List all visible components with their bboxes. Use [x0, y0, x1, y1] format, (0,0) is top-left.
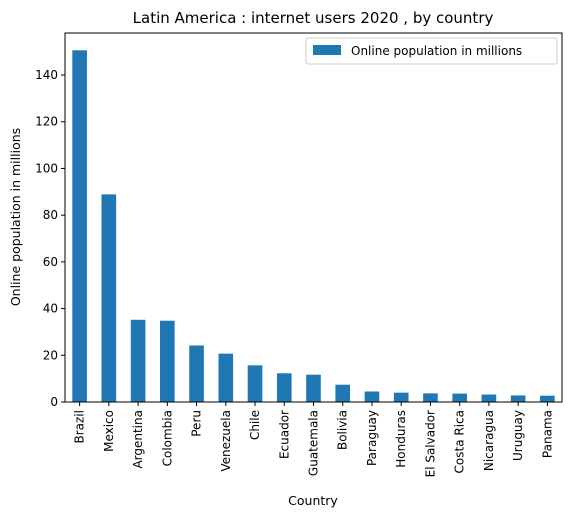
bar-paraguay	[364, 391, 380, 402]
x-tick-label: Bolivia	[336, 410, 350, 450]
legend-swatch	[313, 45, 341, 55]
bar-ecuador	[276, 373, 292, 402]
bar-argentina	[130, 319, 146, 402]
y-tick-label: 100	[35, 161, 58, 175]
x-ticks-group: Brazil Mexico Argentina Colombia Peru Venezue…	[73, 402, 554, 477]
bar-colombia	[160, 320, 175, 402]
x-tick-label: Ecuador	[277, 410, 291, 459]
legend-box	[305, 37, 558, 65]
y-tick-label: 60	[43, 255, 58, 269]
y-tick-label: 0	[50, 395, 58, 409]
bar-bolivia	[335, 384, 351, 402]
y-ticks-group: 0 20 40 60 80 100 120 140	[35, 68, 65, 409]
x-tick-label: Uruguay	[511, 410, 525, 461]
x-tick-label: Costa Rica	[453, 410, 467, 473]
y-tick-label: 20	[43, 348, 58, 362]
x-tick-label: Venezuela	[219, 410, 233, 472]
x-tick-label: Honduras	[394, 410, 408, 468]
plot-frame	[64, 32, 563, 403]
y-tick-label: 140	[35, 68, 58, 82]
x-tick-label: Guatemala	[307, 410, 321, 476]
bar-el-salvador	[423, 393, 438, 402]
x-tick-label: Nicaragua	[482, 410, 496, 471]
x-tick-label: Chile	[248, 410, 262, 440]
bar-panama	[540, 395, 555, 402]
y-axis-label: Online population in millions	[8, 128, 23, 306]
bar-mexico	[101, 194, 117, 402]
bar-chile	[247, 365, 263, 402]
x-tick-label: Argentina	[131, 410, 145, 469]
y-tick-label: 40	[43, 302, 58, 316]
x-axis-label: Country	[288, 493, 338, 508]
x-tick-label: El Salvador	[423, 410, 437, 477]
x-tick-label: Mexico	[102, 410, 116, 452]
bar-nicaragua	[481, 394, 497, 402]
legend-label: Online population in millions	[351, 44, 522, 58]
bar-brazil	[72, 50, 87, 402]
bars-group	[72, 50, 555, 402]
chart-title: Latin America : internet users 2020 , by…	[133, 9, 494, 27]
x-tick-label: Colombia	[160, 410, 174, 466]
bar-uruguay	[510, 395, 526, 402]
bar-peru	[189, 345, 204, 402]
bar-costa-rica	[452, 393, 467, 402]
y-tick-label: 80	[43, 208, 58, 222]
x-tick-label: Peru	[190, 410, 204, 437]
bar-guatemala	[306, 374, 321, 402]
x-tick-label: Panama	[540, 410, 554, 458]
x-tick-label: Brazil	[73, 410, 87, 444]
x-tick-label: Paraguay	[365, 410, 379, 466]
legend: Online population in millions	[305, 37, 558, 65]
bar-venezuela	[218, 353, 234, 402]
y-tick-label: 120	[35, 115, 58, 129]
bar-honduras	[393, 392, 409, 402]
